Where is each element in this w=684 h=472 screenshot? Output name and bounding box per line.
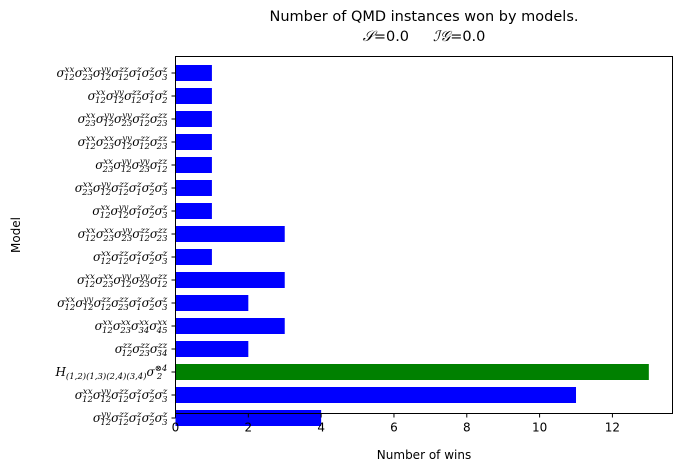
bar-8: [175, 249, 212, 265]
x-tick-label: 6: [390, 421, 398, 435]
bar-13: [175, 364, 649, 380]
x-tick-label: 12: [605, 421, 620, 435]
bar-1: [175, 88, 212, 104]
x-tick-label: 0: [172, 421, 180, 435]
bar-14: [175, 387, 577, 403]
bar-11: [175, 318, 285, 334]
bar-10: [175, 295, 249, 311]
bar-12: [175, 341, 249, 357]
bar-5: [175, 180, 212, 196]
y-tick-label: H(1,2)(1,3)(2,4)(3,4)​σ⊗42​: [54, 364, 167, 382]
plot-frame: [175, 56, 673, 414]
x-ticks: 0 2 4 6 8 10 12: [172, 413, 620, 435]
bar-7: [175, 226, 285, 242]
x-tick-label: 10: [532, 421, 547, 435]
y-axis-label: Model: [9, 217, 23, 253]
x-tick-label: 8: [463, 421, 471, 435]
bars: [175, 65, 649, 426]
x-tick-label: 2: [245, 421, 253, 435]
bar-9: [175, 272, 285, 288]
chart-title: Number of QMD instances won by models.: [270, 9, 579, 25]
x-axis-label: Number of wins: [377, 448, 471, 462]
bar-3: [175, 134, 212, 150]
bar-4: [175, 157, 212, 173]
x-tick-label: 4: [317, 421, 325, 435]
bar-6: [175, 203, 212, 219]
bar-2: [175, 111, 212, 127]
bar-0: [175, 65, 212, 81]
subtitle-text: 𝒮=0.0 ℐ𝒢=0.0: [363, 29, 486, 45]
chart-subtitle: 𝒮=0.0 ℐ𝒢=0.0: [363, 29, 486, 45]
